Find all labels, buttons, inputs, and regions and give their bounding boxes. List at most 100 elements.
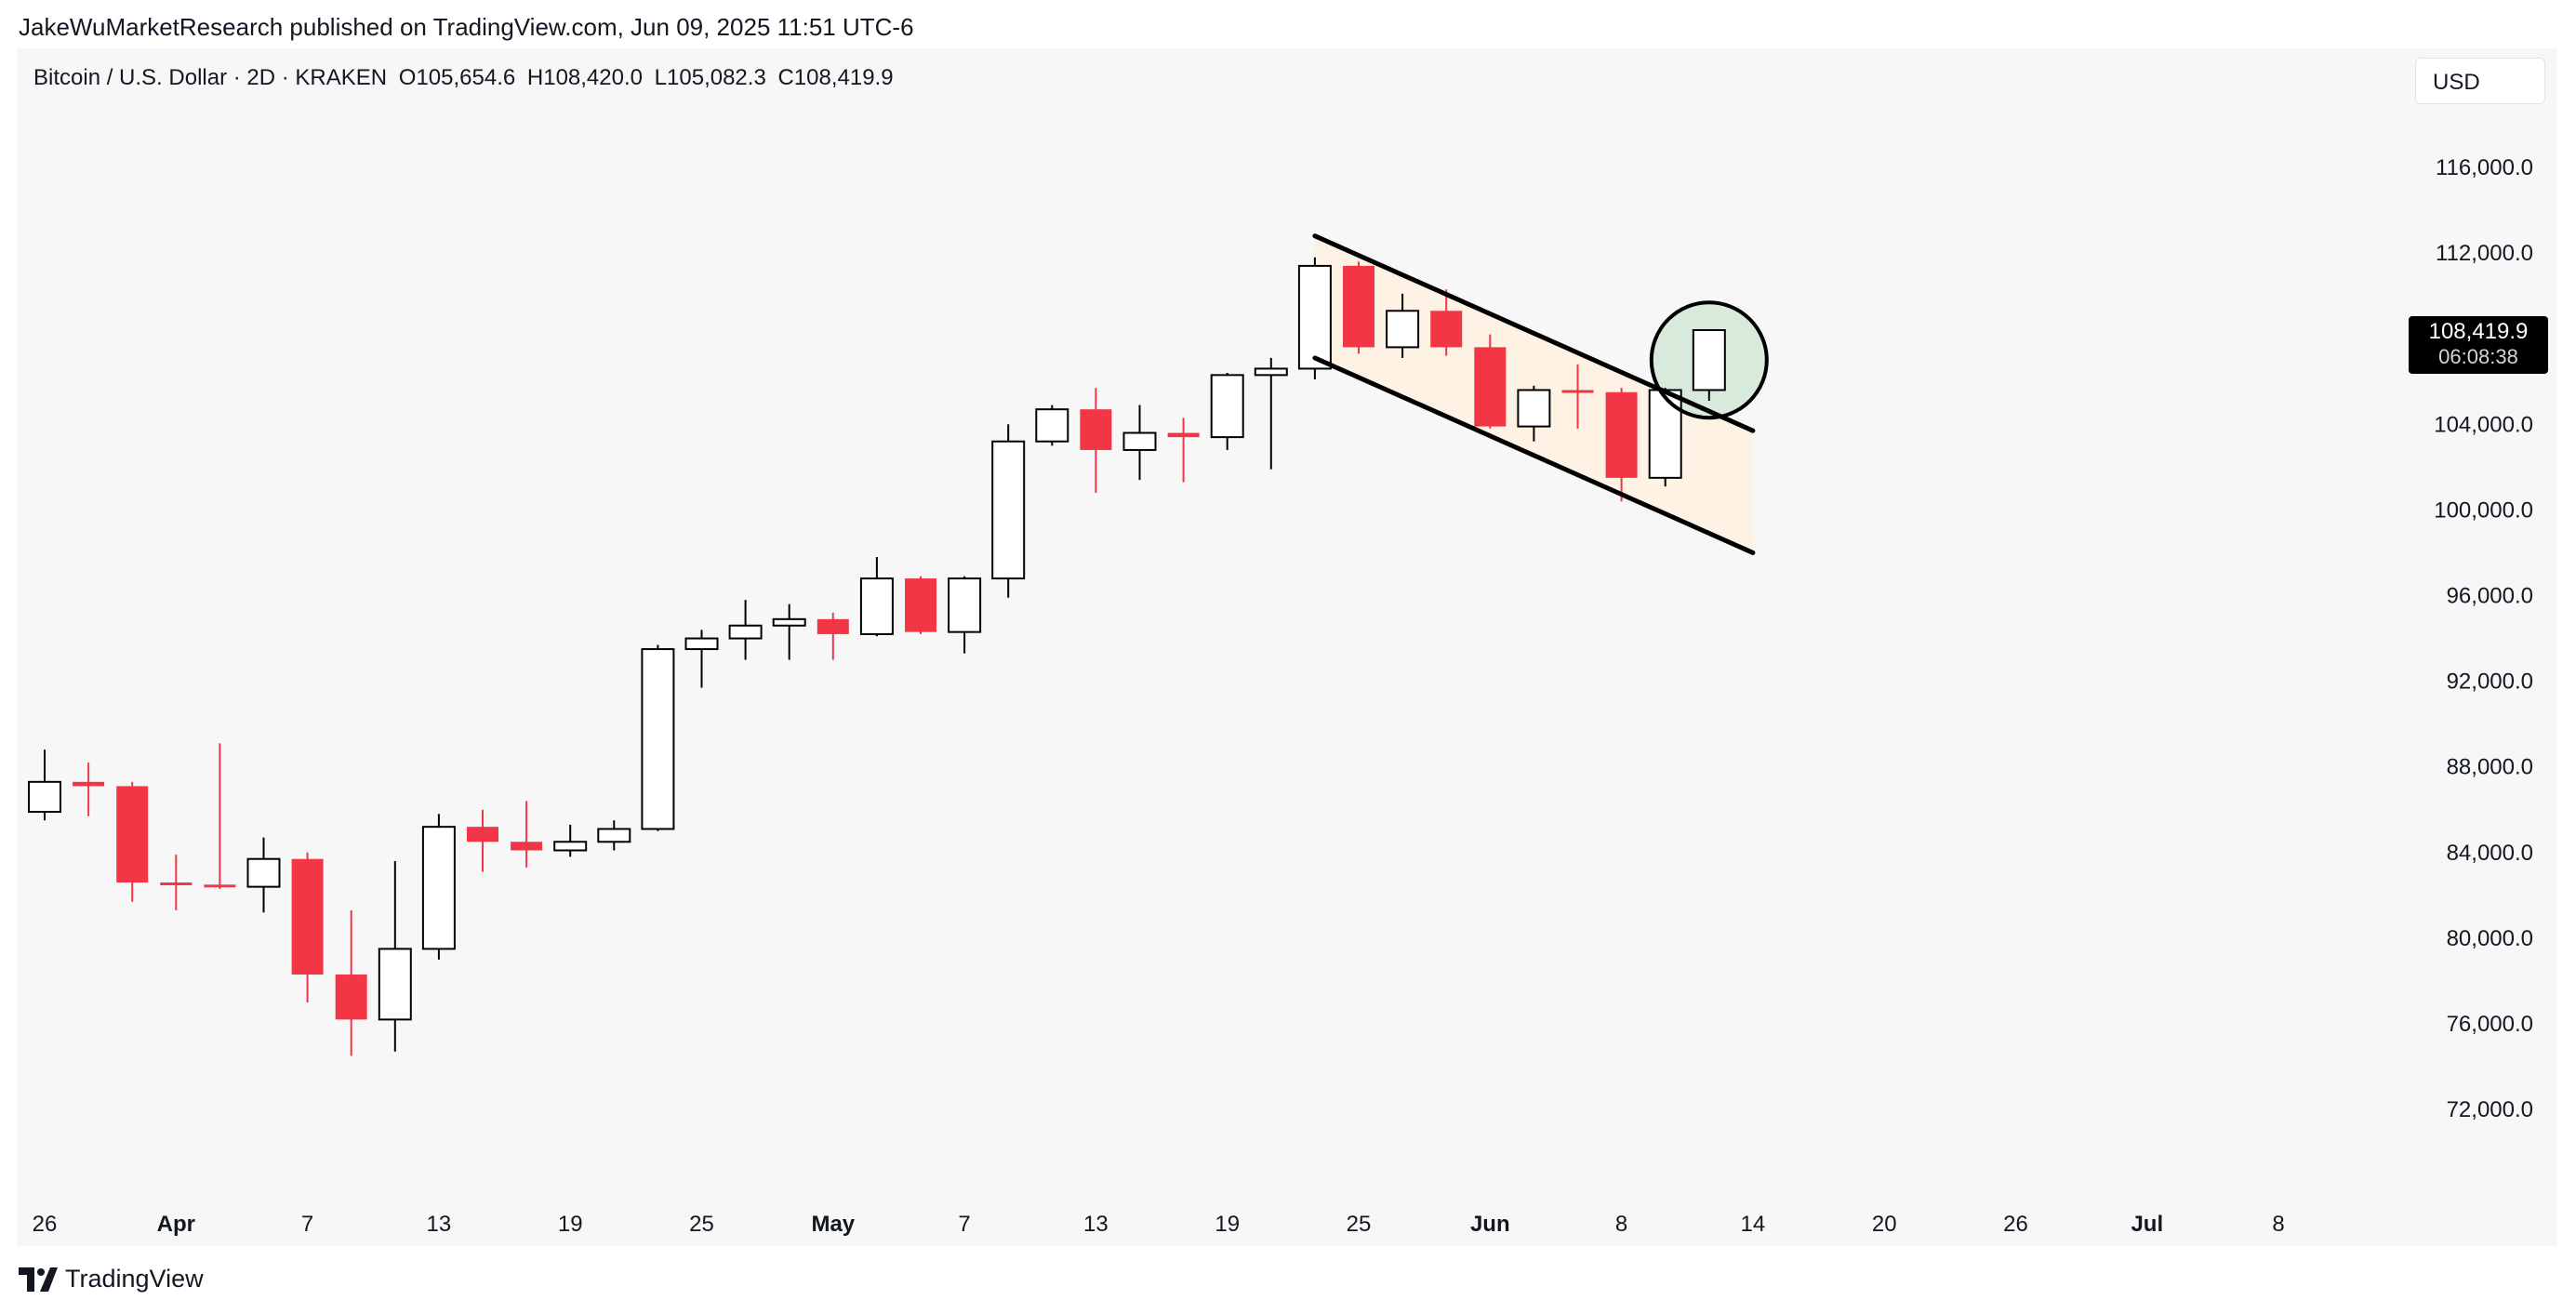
candle-body — [859, 577, 894, 635]
y-tick-label: 96,000.0 — [2447, 584, 2533, 609]
x-tick-label: 20 — [1872, 1212, 1897, 1237]
candle — [1297, 257, 1332, 379]
candle — [859, 557, 894, 637]
candle — [772, 603, 806, 660]
candle — [335, 909, 367, 1056]
symbol-title: Bitcoin / U.S. Dollar · 2D · KRAKEN — [33, 65, 388, 90]
candle-body — [1386, 310, 1420, 349]
candle — [1605, 388, 1638, 502]
candle — [1122, 405, 1157, 481]
x-tick-label: 14 — [1741, 1212, 1766, 1237]
candle — [116, 781, 149, 902]
candle — [1343, 261, 1374, 354]
y-tick-label: 100,000.0 — [2434, 497, 2533, 523]
candle-body — [948, 577, 982, 633]
chart-background — [17, 48, 2557, 1246]
candle — [817, 612, 849, 660]
channel-upper-line — [1312, 233, 1756, 433]
y-tick-label: 72,000.0 — [2447, 1097, 2533, 1122]
candle — [1167, 418, 1200, 483]
candle-body — [28, 780, 61, 814]
candle-body — [1648, 389, 1682, 479]
candle-body — [511, 842, 543, 851]
currency-button[interactable]: USD — [2415, 58, 2545, 104]
x-tick-label: 7 — [301, 1212, 313, 1237]
tradingview-logo[interactable]: TradingView — [19, 1265, 204, 1293]
symbol-ohlc-header: Bitcoin / U.S. Dollar · 2D · KRAKEN O105… — [33, 65, 899, 91]
y-tick-label: 76,000.0 — [2447, 1012, 2533, 1037]
candle-body — [1254, 367, 1288, 377]
candle-body — [421, 826, 456, 950]
candle-body — [378, 948, 412, 1021]
candle-body — [772, 617, 806, 627]
candle-body — [641, 648, 675, 830]
tradingview-logo-text: TradingView — [65, 1265, 204, 1293]
time-axis[interactable]: 26 Apr 7 13 19 25 May 7 13 19 25 Jun 8 14 20 26 Jul 8 — [33, 1212, 2285, 1237]
x-tick-label: 13 — [1083, 1212, 1109, 1237]
candle-body — [553, 841, 588, 852]
candle — [421, 814, 456, 960]
x-tick-label: 8 — [2272, 1212, 2284, 1237]
candle — [1080, 388, 1112, 493]
candle-body — [1167, 432, 1200, 438]
candle — [641, 644, 675, 831]
breakout-highlight — [1649, 300, 1769, 420]
candle-body — [1122, 431, 1157, 451]
channel-lower-line — [1312, 355, 1756, 555]
candle — [1386, 293, 1420, 358]
candle-body — [291, 858, 324, 975]
candle — [28, 749, 61, 821]
x-tick-label: 19 — [558, 1212, 583, 1237]
x-tick-label: May — [811, 1212, 855, 1237]
x-tick-label: 25 — [1347, 1212, 1372, 1237]
candle-body — [1430, 311, 1463, 348]
candle-body — [817, 618, 849, 634]
candle-body — [467, 827, 498, 842]
x-tick-label: Jul — [2131, 1212, 2163, 1237]
candle — [1474, 334, 1507, 429]
candle-body — [1692, 328, 1726, 391]
ohlc-close: C108,419.9 — [777, 65, 894, 90]
candle-body — [597, 828, 631, 843]
ohlc-high: H108,420.0 — [526, 65, 643, 90]
candle-body — [335, 975, 367, 1020]
x-tick-label: Jun — [1470, 1212, 1510, 1237]
candle-body — [1561, 390, 1594, 393]
y-tick-label: 104,000.0 — [2434, 412, 2533, 437]
candle-body — [246, 857, 281, 888]
candle-body — [204, 884, 236, 888]
candle-body — [905, 578, 936, 632]
publisher-line: JakeWuMarketResearch published on Tradin… — [19, 13, 914, 41]
last-price-value: 108,419.9 — [2428, 319, 2529, 344]
candle — [467, 809, 498, 872]
candle-body — [1297, 264, 1332, 370]
candle-body — [1605, 391, 1638, 478]
candle-series — [28, 257, 1726, 1056]
price-axis[interactable]: 72,000.0 76,000.0 80,000.0 84,000.0 88,000.0… — [2434, 155, 2533, 1122]
candle — [1430, 289, 1463, 356]
y-tick-label: 92,000.0 — [2447, 670, 2533, 695]
candle-body — [728, 624, 763, 640]
candle — [246, 837, 281, 913]
x-tick-label: 26 — [2003, 1212, 2028, 1237]
candle-body — [1343, 265, 1374, 348]
candle — [553, 824, 588, 857]
ohlc-low: L105,082.3 — [654, 65, 766, 90]
x-tick-label: 26 — [33, 1212, 58, 1237]
candle-body — [684, 637, 719, 651]
y-tick-label: 88,000.0 — [2447, 755, 2533, 780]
candle — [948, 576, 982, 654]
candle — [905, 576, 936, 634]
y-tick-label: 84,000.0 — [2447, 841, 2533, 866]
candle — [684, 630, 719, 688]
x-tick-label: 25 — [689, 1212, 714, 1237]
tradingview-logo-icon — [19, 1267, 58, 1292]
candle — [378, 861, 412, 1052]
candle-body — [1035, 408, 1069, 443]
candle-body — [1210, 374, 1244, 439]
candle — [597, 820, 631, 851]
x-tick-label: Apr — [157, 1212, 195, 1237]
last-price-tag: 108,419.9 06:08:38 — [2409, 316, 2548, 374]
candle-body — [1517, 389, 1551, 428]
